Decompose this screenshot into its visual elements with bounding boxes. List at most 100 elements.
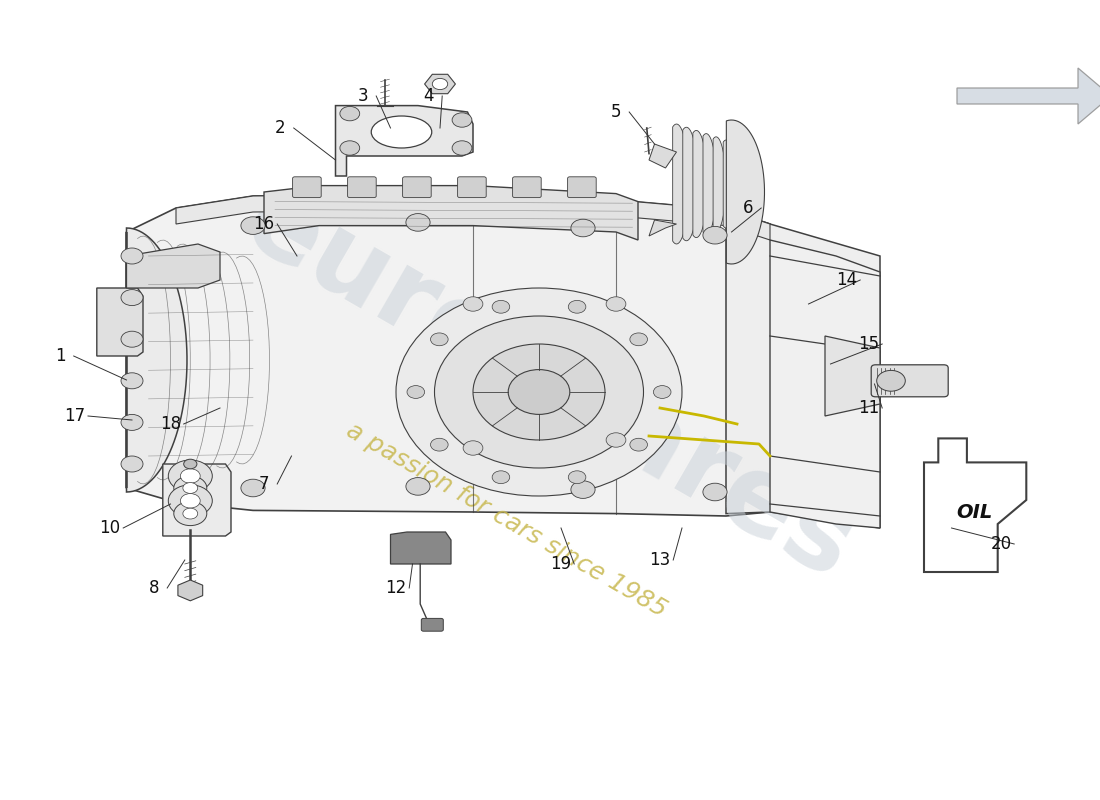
Circle shape [452,113,472,127]
Polygon shape [825,336,880,416]
Polygon shape [126,228,187,492]
Circle shape [340,141,360,155]
Circle shape [174,476,207,500]
Text: 2: 2 [275,119,286,137]
Text: 8: 8 [148,579,159,597]
Circle shape [508,370,570,414]
Text: eurospares: eurospares [227,166,873,602]
Circle shape [174,502,207,526]
Text: 15: 15 [858,335,880,353]
Circle shape [606,433,626,447]
Circle shape [184,459,197,469]
Circle shape [463,441,483,455]
Polygon shape [264,186,638,240]
Circle shape [877,370,905,391]
Circle shape [241,479,265,497]
Circle shape [430,438,448,451]
Text: 14: 14 [836,271,858,289]
Circle shape [473,344,605,440]
Text: 7: 7 [258,475,270,493]
Circle shape [703,483,727,501]
Polygon shape [390,532,451,564]
FancyBboxPatch shape [421,618,443,631]
Text: 12: 12 [385,579,407,597]
Circle shape [340,106,360,121]
Circle shape [653,386,671,398]
Polygon shape [723,140,735,228]
Polygon shape [726,120,764,264]
Text: 5: 5 [610,103,621,121]
Circle shape [703,226,727,244]
Circle shape [407,386,425,398]
Circle shape [121,373,143,389]
FancyBboxPatch shape [403,177,431,198]
Polygon shape [126,194,770,516]
Text: OIL: OIL [957,502,992,522]
Text: a passion for cars since 1985: a passion for cars since 1985 [342,418,670,622]
Text: 17: 17 [64,407,86,425]
Circle shape [180,469,200,483]
Circle shape [241,217,265,234]
Circle shape [430,333,448,346]
Polygon shape [336,106,473,176]
Circle shape [168,460,212,492]
Circle shape [571,219,595,237]
Polygon shape [703,134,716,234]
Ellipse shape [372,116,431,148]
Text: 4: 4 [424,87,434,105]
Polygon shape [649,144,676,168]
Text: 11: 11 [858,399,880,417]
Polygon shape [713,137,726,231]
Circle shape [571,481,595,498]
Circle shape [121,414,143,430]
Circle shape [406,478,430,495]
FancyBboxPatch shape [293,177,321,198]
Polygon shape [425,74,455,94]
Polygon shape [176,194,770,240]
Circle shape [168,485,212,517]
Polygon shape [163,464,231,536]
Polygon shape [97,288,143,356]
Circle shape [434,316,644,468]
Circle shape [569,471,586,484]
Text: 16: 16 [253,215,275,233]
Circle shape [121,290,143,306]
Circle shape [630,333,648,346]
FancyBboxPatch shape [458,177,486,198]
Circle shape [180,494,200,508]
Circle shape [121,248,143,264]
Circle shape [569,300,586,313]
FancyBboxPatch shape [871,365,948,397]
Circle shape [121,331,143,347]
Text: 18: 18 [160,415,182,433]
Text: 6: 6 [742,199,754,217]
Polygon shape [683,127,698,241]
Circle shape [630,438,648,451]
Text: 19: 19 [550,555,572,573]
Text: 1: 1 [55,347,66,365]
Polygon shape [770,240,880,528]
Circle shape [183,508,198,519]
Circle shape [492,471,509,484]
Circle shape [492,300,509,313]
Polygon shape [726,210,880,528]
Polygon shape [126,244,220,288]
Text: 13: 13 [649,551,671,569]
FancyBboxPatch shape [348,177,376,198]
Polygon shape [957,68,1100,124]
Circle shape [396,288,682,496]
FancyBboxPatch shape [568,177,596,198]
Polygon shape [693,130,707,238]
Polygon shape [178,580,202,601]
Polygon shape [673,124,689,244]
Polygon shape [924,438,1026,572]
Text: 10: 10 [99,519,121,537]
Circle shape [432,78,448,90]
FancyBboxPatch shape [513,177,541,198]
Text: 20: 20 [990,535,1012,553]
Circle shape [463,297,483,311]
Polygon shape [649,220,676,236]
Circle shape [606,297,626,311]
Circle shape [121,456,143,472]
Circle shape [406,214,430,231]
